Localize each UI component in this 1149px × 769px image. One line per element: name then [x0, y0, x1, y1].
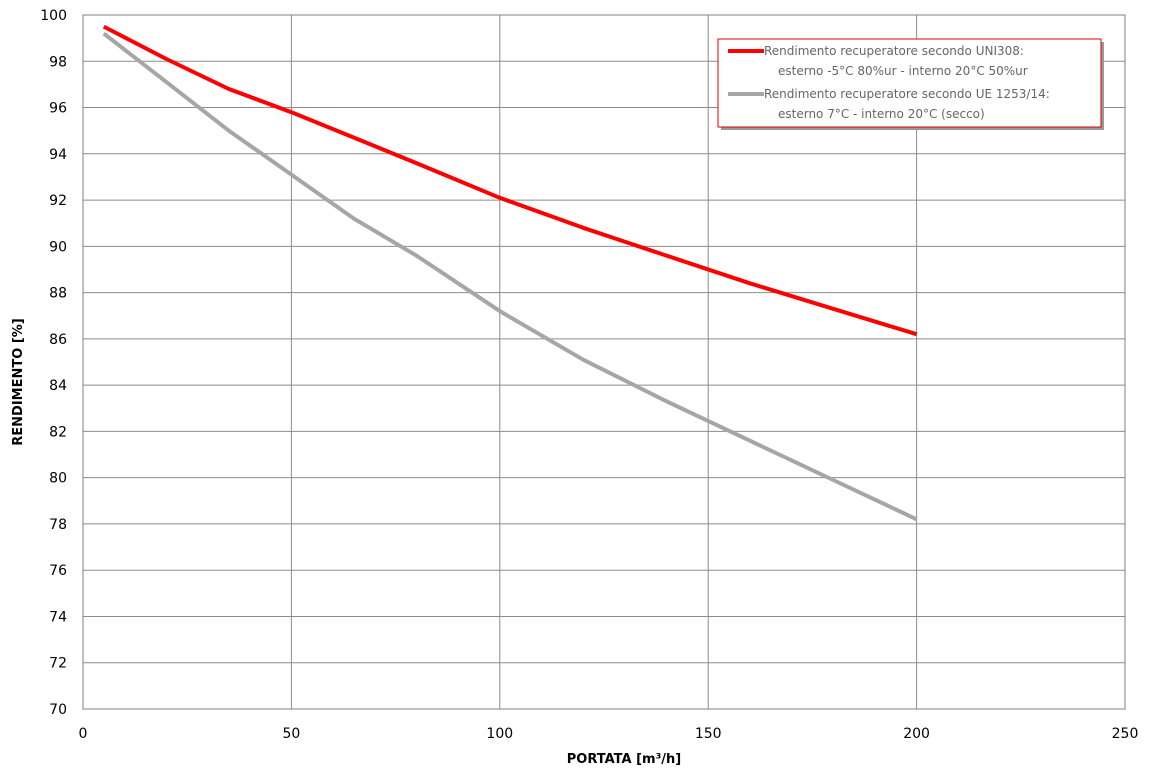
- y-tick-label: 96: [49, 101, 67, 117]
- x-tick-label: 100: [486, 726, 513, 742]
- y-tick-label: 92: [49, 193, 67, 209]
- legend-label-2: esterno 7°C - interno 20°C (secco): [778, 107, 985, 121]
- series-line-1: [102, 24, 918, 337]
- x-tick-label: 150: [695, 726, 722, 742]
- y-tick-label: 82: [49, 424, 67, 440]
- y-tick-label: 80: [49, 471, 67, 487]
- y-tick-label: 88: [49, 286, 67, 302]
- series-line-2: [102, 31, 918, 522]
- y-tick-label: 76: [49, 563, 67, 579]
- y-axis-ticks: 70 72 74 76 78 80 82 84 86 88 90 92 94 96 98 100: [40, 8, 67, 718]
- x-axis-ticks: 0 50 100 150 200 250: [79, 726, 1139, 742]
- y-tick-label: 78: [49, 517, 67, 533]
- y-axis-title: RENDIMENTO [%]: [11, 318, 26, 445]
- x-tick-label: 250: [1112, 726, 1139, 742]
- x-tick-label: 50: [282, 726, 300, 742]
- legend-label-1: esterno -5°C 80%ur - interno 20°C 50%ur: [778, 64, 1028, 78]
- legend-box: [717, 38, 1102, 128]
- y-tick-label: 98: [49, 54, 67, 70]
- x-axis-title: PORTATA [m³/h]: [567, 752, 682, 767]
- x-tick-label: 200: [903, 726, 930, 742]
- y-tick-label: 70: [49, 702, 67, 718]
- y-tick-label: 100: [40, 8, 67, 24]
- y-tick-label: 72: [49, 656, 67, 672]
- x-tick-label: 0: [79, 726, 88, 742]
- y-tick-label: 90: [49, 239, 67, 255]
- y-tick-label: 86: [49, 332, 67, 348]
- series-layer: [102, 24, 918, 522]
- legend: Rendimento recuperatore secondo UNI308: e…: [717, 38, 1104, 130]
- y-tick-label: 84: [49, 378, 67, 394]
- y-tick-label: 94: [49, 147, 67, 163]
- plot-frame: [82, 14, 1126, 710]
- y-tick-label: 74: [49, 609, 67, 625]
- legend-label-1: Rendimento recuperatore secondo UNI308:: [764, 44, 1024, 58]
- legend-label-2: Rendimento recuperatore secondo UE 1253/…: [764, 87, 1050, 101]
